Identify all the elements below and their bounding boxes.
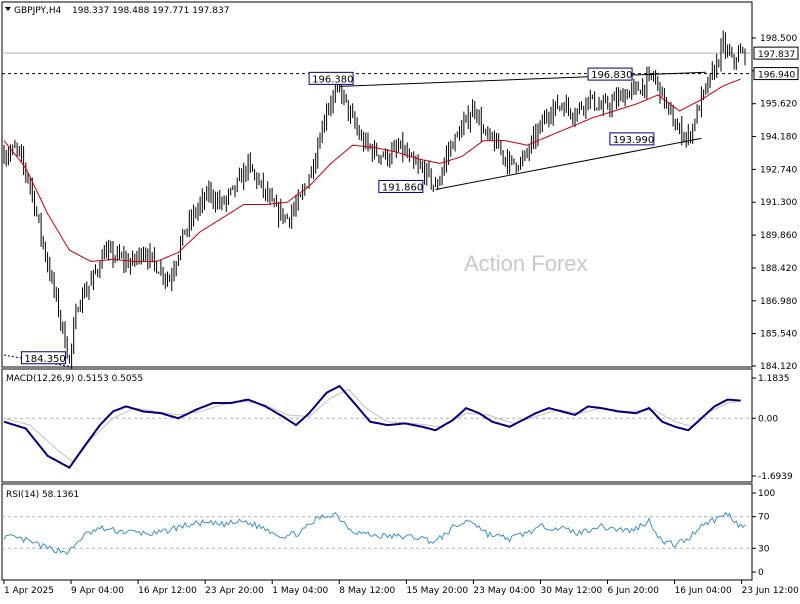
- time-tick-label: 16 Jun 04:00: [675, 586, 732, 596]
- price-tick-label: 189.860: [760, 231, 797, 241]
- rsi-tick-label: 30: [758, 544, 770, 554]
- price-tags: 197.837 196.940: [753, 46, 799, 81]
- price-tick-label: 188.420: [760, 264, 797, 274]
- watermark: Action Forex: [464, 251, 588, 276]
- annotations: 196.380 196.830 191.860 193.990 184.350: [20, 67, 655, 365]
- price-layer: [3, 30, 746, 369]
- rsi-tick-label: 100: [758, 489, 775, 499]
- level-tag-label: 196.940: [758, 71, 795, 81]
- macd-axis: 1.1835 0.00 -1.6939: [752, 374, 793, 482]
- price-annotation-label: 196.380: [312, 74, 353, 85]
- price-tick-label: 186.980: [760, 297, 797, 307]
- moving-average-line: [3, 78, 741, 263]
- rsi-tick-label: 0: [758, 568, 764, 578]
- macd-signal-line: [3, 388, 741, 464]
- time-tick-label: 9 Apr 04:00: [71, 586, 124, 596]
- price-annotation-label: 193.990: [613, 135, 654, 146]
- time-tick-label: 1 Apr 2025: [4, 586, 54, 596]
- reference-lines: [2, 52, 752, 75]
- price-tick-label: 192.740: [760, 165, 797, 175]
- rsi-layer: [2, 511, 752, 556]
- price-tick-label: 191.300: [760, 198, 797, 208]
- time-tick-label: 23 May 04:00: [473, 586, 535, 596]
- price-annotation-box: [378, 179, 424, 193]
- macd-label: MACD(12,26,9) 0.5153 0.5055: [6, 374, 143, 384]
- price-annotation-box: [587, 67, 633, 81]
- price-tick-label: 198.500: [760, 34, 797, 44]
- ohlc-label: 198.337 198.488 197.771 197.837: [72, 6, 229, 16]
- upper-trendline: [339, 71, 706, 87]
- price-tick-label: 194.180: [760, 133, 797, 143]
- price-annotation-box: [308, 71, 354, 85]
- level-tag: [753, 67, 799, 81]
- price-annotation-label: 196.830: [591, 70, 632, 81]
- time-tick-label: 23 Jun 12:00: [742, 586, 799, 596]
- price-tick-label: 185.540: [760, 330, 797, 340]
- time-tick-label: 1 May 04:00: [272, 586, 328, 596]
- time-tick-label: 16 Apr 12:00: [138, 586, 197, 596]
- price-axis: 198.500197.060195.620194.180192.740191.3…: [752, 34, 797, 372]
- lower-trendline: [435, 137, 702, 190]
- price-tick-label: 184.120: [760, 362, 797, 372]
- time-tick-label: 23 Apr 20:00: [205, 586, 264, 596]
- price-annotation-label: 184.350: [24, 354, 65, 365]
- macd-tick-label: 0.00: [758, 414, 778, 424]
- macd-layer: [2, 384, 752, 470]
- current-price-tag: [753, 46, 799, 60]
- rsi-label: RSI(14) 58.1361: [6, 490, 79, 500]
- rsi-panel-frame: [1, 483, 753, 581]
- price-panel-frame: [1, 1, 753, 368]
- macd-tick-label: -1.6939: [758, 472, 793, 482]
- price-tick-label: 195.620: [760, 100, 797, 110]
- time-tick-label: 30 May 12:00: [540, 586, 602, 596]
- time-tick-label: 8 May 12:00: [339, 586, 395, 596]
- symbol-label: GBPJPY,H4: [14, 6, 62, 16]
- time-tick-label: 6 Jun 20:00: [608, 586, 660, 596]
- time-tick-label: 15 May 20:00: [406, 586, 468, 596]
- rsi-axis: 100 70 30 0: [752, 489, 775, 578]
- macd-panel-frame: [1, 368, 753, 483]
- macd-main-line: [3, 384, 741, 470]
- price-annotation-label: 191.860: [382, 182, 423, 193]
- rsi-line: [3, 511, 746, 556]
- price-annotation-box: [609, 132, 655, 146]
- dropdown-triangle-icon[interactable]: [5, 7, 11, 11]
- time-axis: 1 Apr 2025 9 Apr 04:00 16 Apr 12:00 23 Apr …: [3, 580, 799, 596]
- current-price-tag-label: 197.837: [758, 50, 795, 60]
- macd-tick-label: 1.1835: [758, 374, 790, 384]
- price-annotation-box: [20, 351, 66, 365]
- rsi-tick-label: 70: [758, 513, 770, 523]
